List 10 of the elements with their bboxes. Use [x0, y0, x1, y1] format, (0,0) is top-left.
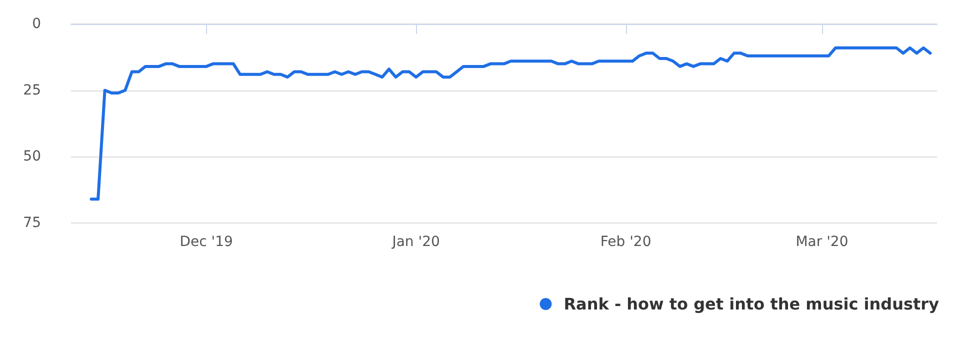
x-tick-label: Jan '20	[391, 234, 440, 250]
y-tick-label: 75	[23, 215, 41, 231]
x-tick-label: Mar '20	[796, 234, 848, 250]
y-tick-label: 50	[23, 148, 41, 165]
y-tick-label: 0	[32, 16, 41, 32]
x-tick-label: Dec '19	[180, 234, 233, 250]
legend-label: Rank - how to get into the music industry	[564, 294, 940, 314]
y-tick-label: 25	[23, 82, 41, 98]
x-tick-label: Feb '20	[600, 234, 652, 250]
line-series	[90, 46, 932, 201]
